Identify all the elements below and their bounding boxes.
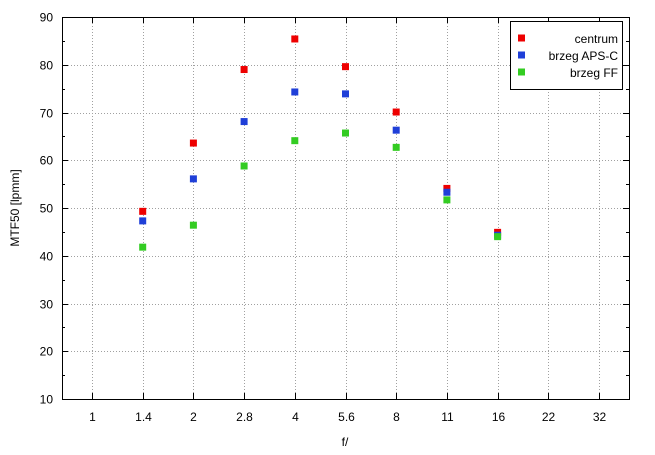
legend-label-series-1: centrum [575, 32, 618, 46]
point-series-2 [139, 217, 147, 225]
x-tick-label: 32 [593, 410, 607, 424]
y-tick-label: 60 [40, 154, 54, 168]
legend-marker-series-1 [518, 34, 525, 42]
point-series-3 [342, 129, 349, 137]
point-series-1 [139, 207, 147, 215]
point-series-1 [291, 35, 299, 43]
y-axis-title: MTF50 [lpmm] [8, 169, 22, 246]
point-series-2 [443, 188, 451, 196]
y-tick-label: 10 [40, 393, 54, 407]
point-series-1 [240, 66, 248, 74]
point-series-1 [342, 63, 349, 71]
legend: centrum brzeg APS-C brzeg FF [510, 21, 623, 90]
y-tick-labels: 10 20 30 40 50 60 70 80 90 [40, 11, 54, 407]
x-tick-label: 1 [89, 410, 96, 424]
legend-label-series-2: brzeg APS-C [549, 49, 619, 63]
x-tick-label: 8 [393, 410, 400, 424]
legend-label-series-3: brzeg FF [570, 66, 618, 80]
x-tick-label: 1.4 [135, 410, 152, 424]
point-series-2 [392, 126, 400, 134]
point-series-1 [392, 108, 400, 116]
x-tick-label: 4 [292, 410, 299, 424]
legend-box [510, 21, 623, 90]
point-series-2 [189, 175, 197, 183]
y-tick-label: 70 [40, 107, 54, 121]
x-tick-labels: 1 1.4 2 2.8 4 5.6 8 11 16 22 32 [89, 410, 606, 424]
point-series-2 [342, 90, 349, 98]
x-tick-label: 22 [542, 410, 556, 424]
x-tick-label: 16 [492, 410, 506, 424]
x-tick-label: 5.6 [338, 410, 355, 424]
axis-ticks [62, 17, 629, 400]
legend-marker-series-2 [518, 51, 525, 59]
point-series-3 [189, 221, 197, 229]
point-series-3 [139, 243, 147, 251]
x-tick-label: 2 [190, 410, 197, 424]
x-tick-label: 2.8 [236, 410, 253, 424]
y-tick-label: 90 [40, 11, 54, 25]
x-tick-label: 11 [441, 410, 454, 424]
point-series-1 [189, 139, 197, 147]
y-tick-label: 50 [40, 202, 54, 216]
point-series-3 [494, 233, 502, 241]
point-series-2 [291, 88, 299, 96]
point-series-3 [443, 196, 451, 204]
point-series-2 [240, 118, 248, 126]
y-tick-label: 30 [40, 298, 54, 312]
y-tick-label: 80 [40, 59, 54, 73]
point-series-3 [240, 162, 248, 170]
point-series-3 [291, 137, 299, 145]
point-series-3 [392, 143, 400, 151]
y-tick-label: 20 [40, 345, 54, 359]
x-axis-title: f/ [342, 435, 349, 449]
point-series-1 [443, 184, 451, 192]
legend-marker-series-3 [518, 68, 525, 76]
data-points [139, 35, 502, 251]
y-tick-label: 40 [40, 250, 54, 264]
